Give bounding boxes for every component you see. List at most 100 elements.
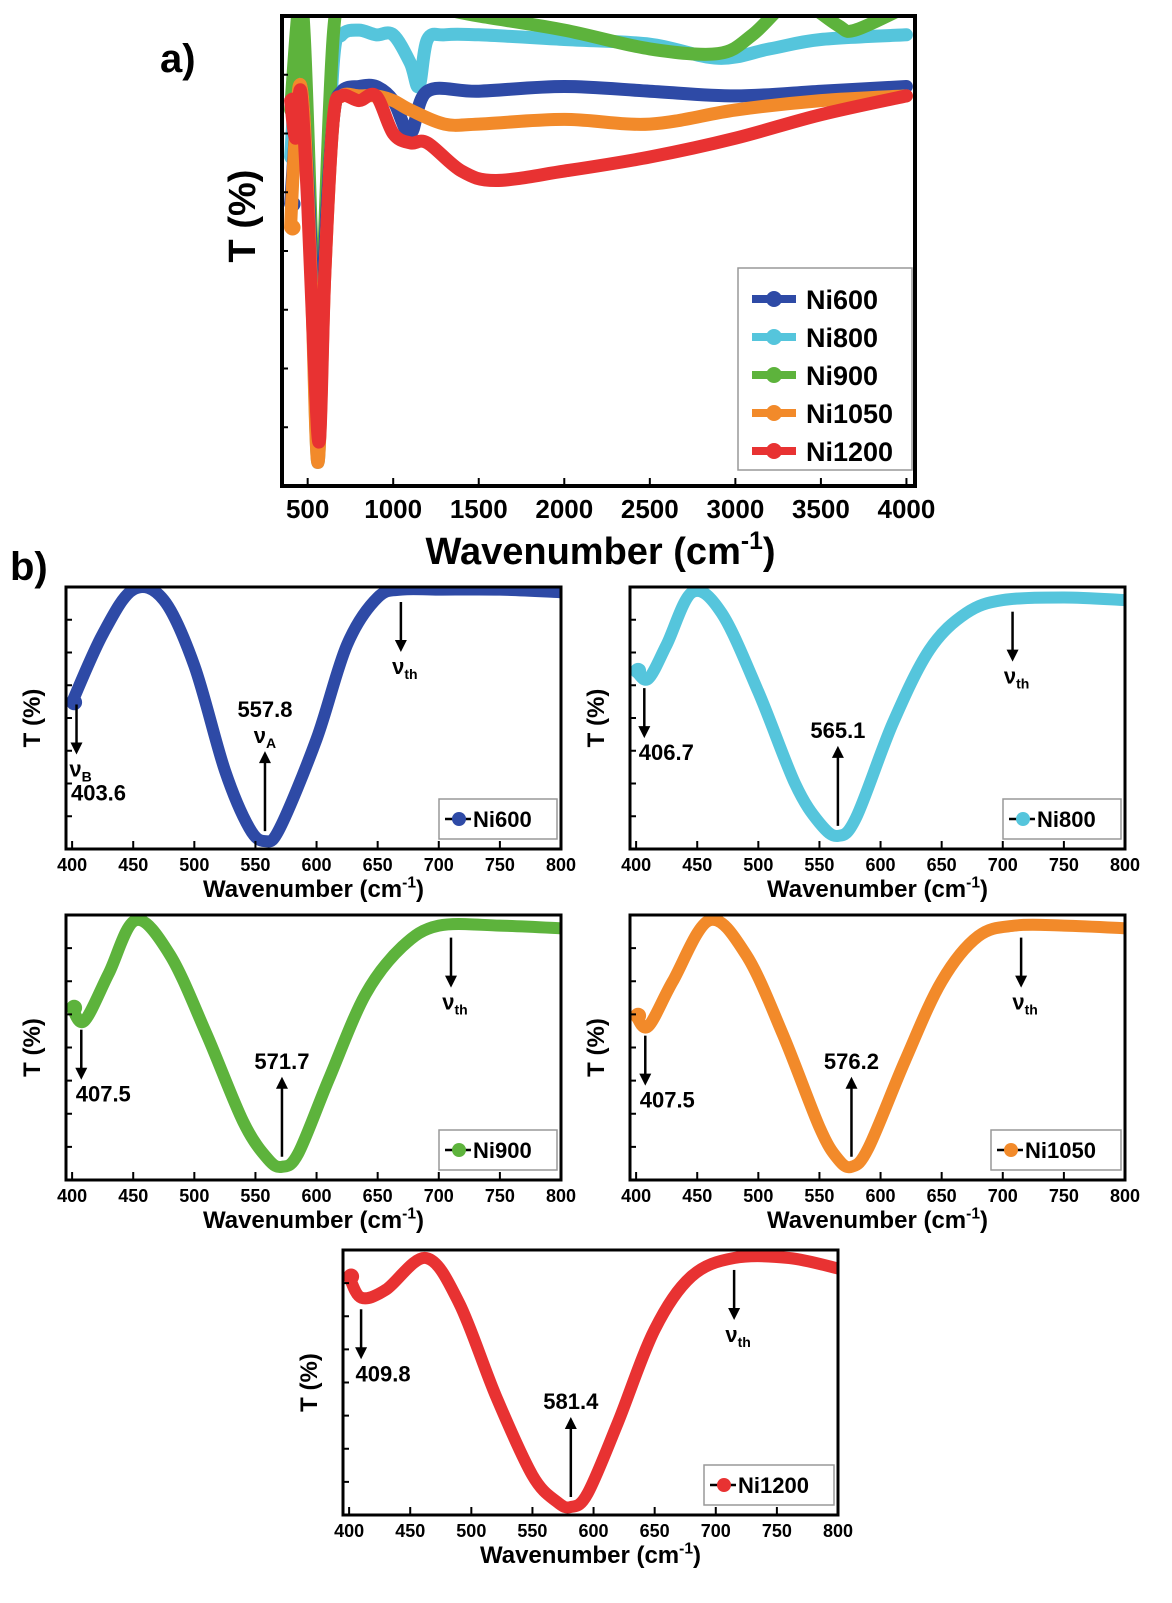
series-line-Ni1200 bbox=[284, 83, 913, 449]
legend-label: Ni800 bbox=[1037, 807, 1096, 832]
x-tick-label: 600 bbox=[579, 1521, 609, 1541]
annotation-symbol: νth bbox=[442, 990, 467, 1018]
annotation-arrow-head bbox=[70, 742, 83, 755]
x-tick-label: 800 bbox=[823, 1521, 853, 1541]
annotation-arrow-head bbox=[1006, 649, 1019, 662]
x-tick-label: 550 bbox=[517, 1521, 547, 1541]
legend-label: Ni1050 bbox=[1025, 1138, 1096, 1163]
x-tick-label: 650 bbox=[927, 1186, 957, 1206]
chart-b5: 400 450 500 550 600 650 700 750 800 Wavenumber (c… bbox=[296, 1248, 853, 1569]
x-tick-label: 800 bbox=[1110, 855, 1140, 875]
annotation-arrow-head bbox=[355, 1347, 368, 1360]
series-line-Ni1200 bbox=[343, 1250, 838, 1514]
x-tick-label: 650 bbox=[640, 1521, 670, 1541]
y-axis-label: T (%) bbox=[19, 689, 46, 748]
annotation-symbol: νth bbox=[725, 1322, 750, 1350]
chart-b3: 400 450 500 550 600 650 700 750 800 Wavenumber (c… bbox=[19, 913, 576, 1234]
legend-label: Ni1200 bbox=[738, 1473, 809, 1498]
legend: Ni600 Ni800 Ni900 Ni1050 Ni1200 bbox=[737, 267, 913, 471]
series-start-marker-Ni1050 bbox=[630, 1007, 647, 1024]
x-tick-label: 3000 bbox=[706, 494, 764, 524]
x-tick-label: 1000 bbox=[364, 494, 422, 524]
x-tick-label: 400 bbox=[621, 1186, 651, 1206]
x-tick-label: 400 bbox=[621, 855, 651, 875]
legend-swatch-dot bbox=[766, 329, 782, 345]
legend-swatch-dot bbox=[1004, 1143, 1018, 1157]
x-tick-label: 750 bbox=[1049, 855, 1079, 875]
x-tick-label: 750 bbox=[485, 1186, 515, 1206]
x-tick-label: 400 bbox=[57, 1186, 87, 1206]
annotation-arrow-head bbox=[728, 1307, 741, 1320]
annotation-arrow-head bbox=[564, 1417, 577, 1430]
x-tick-label: 550 bbox=[240, 1186, 270, 1206]
x-tick-label: 650 bbox=[363, 855, 393, 875]
legend-swatch-dot bbox=[766, 367, 782, 383]
x-tick-label: 800 bbox=[1110, 1186, 1140, 1206]
annotation-value: 565.1 bbox=[810, 718, 865, 743]
x-tick-label: 650 bbox=[363, 1186, 393, 1206]
y-axis-label: T (%) bbox=[19, 1018, 46, 1077]
annotation-value: 557.8 bbox=[237, 697, 292, 722]
legend-swatch-dot bbox=[766, 405, 782, 421]
annotation-value: 409.8 bbox=[356, 1361, 411, 1386]
x-tick-label: 550 bbox=[804, 1186, 834, 1206]
x-tick-label: 400 bbox=[334, 1521, 364, 1541]
x-tick-label: 3500 bbox=[792, 494, 850, 524]
x-tick-label: 650 bbox=[927, 855, 957, 875]
x-tick-label: 700 bbox=[988, 855, 1018, 875]
x-axis-label: Wavenumber (cm-1) bbox=[767, 1205, 988, 1234]
annotation-arrow-head bbox=[845, 1076, 858, 1089]
annotation: 576.2 bbox=[824, 1049, 879, 1157]
x-tick-label: 550 bbox=[240, 855, 270, 875]
chart-b1: 400 450 500 550 600 650 700 750 800 Wavenumber (c… bbox=[19, 585, 576, 903]
annotation-symbol: νth bbox=[1004, 664, 1029, 692]
annotation: 565.1 bbox=[810, 718, 865, 826]
x-tick-label: 600 bbox=[866, 1186, 896, 1206]
x-tick-label: 450 bbox=[682, 1186, 712, 1206]
chart-b4: 400 450 500 550 600 650 700 750 800 Wavenumber (c… bbox=[583, 913, 1140, 1234]
legend-label: Ni1200 bbox=[806, 437, 893, 467]
annotation-value: 407.5 bbox=[640, 1088, 695, 1113]
x-tick-label: 500 bbox=[179, 1186, 209, 1206]
x-axis-label: Wavenumber (cm-1) bbox=[203, 874, 424, 903]
panel-a-label: a) bbox=[160, 37, 196, 81]
annotation-arrow-head bbox=[1015, 975, 1028, 988]
series-line-Ni900 bbox=[66, 915, 561, 1173]
annotation: νth bbox=[1004, 611, 1029, 692]
annotation-value: 403.6 bbox=[71, 780, 126, 805]
x-tick-label: 450 bbox=[118, 855, 148, 875]
annotation: 571.7 bbox=[254, 1049, 309, 1157]
x-tick-label: 500 bbox=[286, 494, 329, 524]
panel-b-label: b) bbox=[10, 545, 48, 589]
series-start-marker-Ni1200 bbox=[284, 92, 301, 109]
annotation-arrow-head bbox=[639, 1073, 652, 1086]
legend: Ni1050 bbox=[990, 1129, 1122, 1171]
x-axis-label: Wavenumber (cm-1) bbox=[767, 874, 988, 903]
annotation-value: 407.5 bbox=[76, 1082, 131, 1107]
x-tick-label: 750 bbox=[1049, 1186, 1079, 1206]
x-tick-label: 700 bbox=[424, 1186, 454, 1206]
y-axis-label: T (%) bbox=[583, 689, 610, 748]
series-line-Ni800 bbox=[630, 587, 1125, 842]
x-tick-label: 450 bbox=[395, 1521, 425, 1541]
x-tick-label: 2500 bbox=[621, 494, 679, 524]
x-tick-label: 500 bbox=[456, 1521, 486, 1541]
legend-label: Ni600 bbox=[806, 285, 878, 315]
annotation: νth bbox=[725, 1269, 751, 1350]
x-tick-label: 800 bbox=[546, 855, 576, 875]
annotation-arrow-head bbox=[75, 1067, 88, 1080]
annotation-arrow-head bbox=[638, 726, 651, 739]
annotation: 407.5 bbox=[75, 1029, 131, 1107]
y-axis-label: T (%) bbox=[296, 1353, 323, 1412]
annotation-symbol: νB bbox=[69, 756, 91, 784]
annotation-arrow-head bbox=[394, 640, 407, 653]
legend-label: Ni600 bbox=[473, 807, 532, 832]
legend-label: Ni1050 bbox=[806, 399, 893, 429]
legend-label: Ni800 bbox=[806, 323, 878, 353]
legend-box bbox=[1002, 798, 1122, 840]
series-start-marker-Ni900 bbox=[66, 999, 83, 1016]
series-line-Ni1050 bbox=[630, 915, 1125, 1174]
